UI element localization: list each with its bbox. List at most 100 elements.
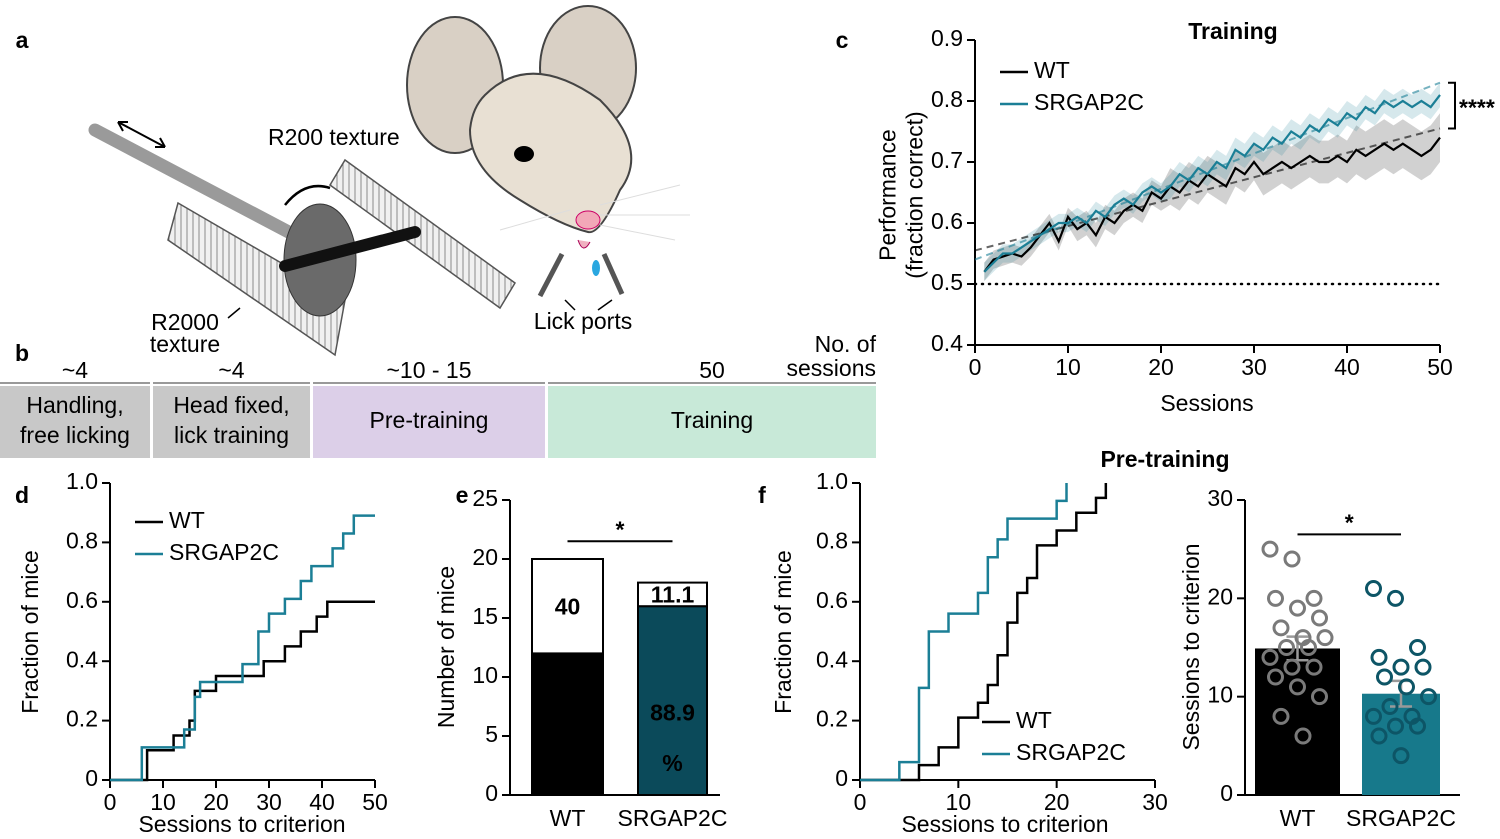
stage-box <box>153 386 310 458</box>
y-tick-label: 0.2 <box>816 706 848 732</box>
y-tick-label: 20 <box>472 544 498 570</box>
texture-label: texture <box>150 331 220 357</box>
lick-ports-label: Lick ports <box>534 308 632 334</box>
y-tick-label: 0 <box>85 765 98 791</box>
tongue <box>577 239 591 249</box>
chart: 0 5 10 15 20 25 Number of mice WT 60% 40 SRGAP2C 88… <box>433 485 727 831</box>
percent-label: 40 <box>555 593 581 619</box>
stage-sessions: ~4 <box>62 357 88 383</box>
data-point <box>1272 619 1290 637</box>
x-tick-label: 30 <box>1142 789 1168 815</box>
y-tick-label: 0.8 <box>931 86 963 112</box>
data-point <box>1381 698 1399 715</box>
data-point <box>1414 658 1432 676</box>
y-tick-label: 10 <box>1207 682 1233 708</box>
stage-label: Head fixed, <box>173 392 289 418</box>
y-tick-label: 10 <box>472 662 498 688</box>
panel-label: e <box>456 482 469 508</box>
y-tick-label: 0.9 <box>931 25 963 51</box>
texture-plate <box>329 158 516 310</box>
x-tick-label: 10 <box>150 789 176 815</box>
y-axis-label: Performance <box>875 129 901 261</box>
data-point <box>1392 658 1410 676</box>
y-axis-label: Fraction of mice <box>17 550 43 714</box>
stage-box <box>548 386 876 458</box>
data-point <box>1398 678 1415 696</box>
x-tick-label: 20 <box>1044 789 1070 815</box>
y-axis-label: Sessions to criterion <box>1178 543 1204 750</box>
trend-line <box>974 127 1441 252</box>
x-tick-label: SRGAP2C <box>1346 805 1456 831</box>
x-tick-label: 40 <box>309 789 335 815</box>
lick-port <box>537 252 565 298</box>
data-point <box>1305 658 1323 676</box>
data-point <box>1261 648 1279 666</box>
bar-segment <box>531 558 604 655</box>
stage-sessions: ~10 - 15 <box>386 357 471 383</box>
legend-label: WT <box>1034 57 1070 83</box>
y-tick-label: 0.6 <box>931 208 963 234</box>
lick-port <box>601 252 625 296</box>
data-point <box>1305 589 1323 607</box>
percent-unit: % <box>557 750 577 776</box>
x-tick-label: 20 <box>203 789 229 815</box>
chart: 0 0.2 0.4 0.6 0.8 1.0 0 10 20 30 40 50 Fraction of m… <box>17 468 388 837</box>
data-point <box>1311 609 1328 627</box>
panel-label: f <box>758 482 766 508</box>
head <box>468 72 633 234</box>
y-tick-label: 0.8 <box>66 527 98 553</box>
y-axis-label: Number of mice <box>433 566 459 728</box>
significance: **** <box>1459 95 1495 121</box>
x-tick-label: 10 <box>946 789 972 815</box>
step-line <box>860 483 1068 782</box>
data-point <box>1272 707 1290 725</box>
data-point <box>1267 668 1284 686</box>
eye <box>514 146 534 162</box>
y-tick-label: 1.0 <box>66 468 98 494</box>
percent-label: 11.1 <box>651 581 695 607</box>
percent-unit: % <box>662 750 682 776</box>
legend-label: SRGAP2C <box>1016 739 1126 765</box>
nose <box>575 210 601 230</box>
step-line <box>860 483 1108 782</box>
y-tick-label: 5 <box>485 721 498 747</box>
bar-segment <box>637 581 708 608</box>
x-tick-label: WT <box>1280 805 1316 831</box>
data-point <box>1370 648 1388 666</box>
data-point <box>1261 540 1279 558</box>
rod <box>88 123 307 245</box>
y-axis-label: Fraction of mice <box>770 550 796 714</box>
timeline-header: No. of <box>815 331 877 357</box>
data-point <box>1300 639 1317 656</box>
data-point <box>1267 589 1284 607</box>
whiskers <box>499 184 690 241</box>
stage-label: lick training <box>174 422 289 448</box>
chart: 0.4 0.5 0.6 0.7 0.8 0.9 0 10 20 30 40 50 Training Per… <box>875 18 1495 416</box>
stage-label: Training <box>671 407 753 433</box>
data-point <box>1409 639 1426 656</box>
y-tick-label: 15 <box>472 603 498 629</box>
chart: 0 0.2 0.4 0.6 0.8 1.0 0 10 20 30 Pre-training Fract… <box>770 446 1229 837</box>
data-point <box>1311 688 1328 706</box>
percent-label: 60 <box>555 723 581 749</box>
leader-line <box>227 307 241 319</box>
data-point <box>1365 580 1382 597</box>
y-tick-label: 25 <box>472 485 498 511</box>
drop <box>592 260 600 276</box>
x-tick-label: WT <box>550 805 586 831</box>
x-tick-label: 30 <box>1241 354 1267 380</box>
y-tick-label: 0.4 <box>931 330 963 356</box>
data-point <box>1289 599 1306 617</box>
timeline-header: sessions <box>787 355 876 381</box>
data-point <box>1420 688 1437 706</box>
y-tick-label: 20 <box>1207 583 1233 609</box>
y-tick-label: 0.4 <box>816 646 848 672</box>
schematic: R200 texture R2000 texture Lick ports <box>88 5 690 357</box>
x-tick-label: 30 <box>256 789 282 815</box>
data-point <box>1283 658 1301 676</box>
stage-sessions: ~4 <box>218 357 244 383</box>
y-tick-label: 0 <box>485 780 498 806</box>
y-tick-label: 0 <box>1220 780 1233 806</box>
y-tick-label: 0 <box>835 765 848 791</box>
data-point <box>1409 717 1426 735</box>
